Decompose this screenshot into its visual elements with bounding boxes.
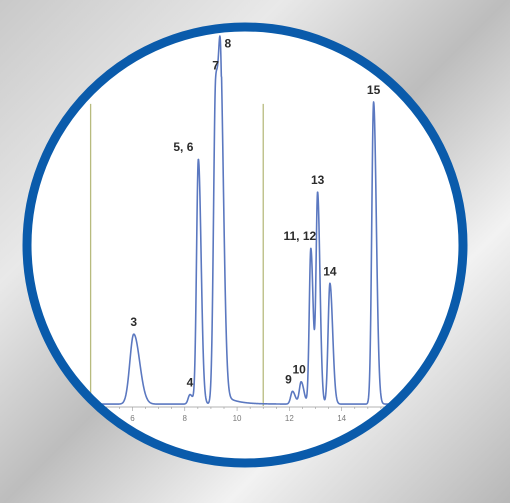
x-tick-label: 16 xyxy=(390,414,399,423)
series-line xyxy=(87,35,429,405)
peak-label: 13 xyxy=(311,173,325,187)
x-tick-label: 10 xyxy=(233,414,242,423)
peak-label: 4 xyxy=(187,376,194,390)
peak-label: 9 xyxy=(285,372,292,386)
peak-label: 5, 6 xyxy=(173,140,193,154)
peak-label: 15 xyxy=(367,83,381,97)
peak-label: 10 xyxy=(292,363,306,377)
peak-label: 8 xyxy=(225,36,232,50)
peak-label: 11, 12 xyxy=(283,229,316,243)
x-tick-label: 12 xyxy=(285,414,294,423)
peak-label: 14 xyxy=(323,264,337,278)
x-tick-label: 8 xyxy=(183,414,188,423)
plot-background xyxy=(27,27,463,463)
circular-frame xyxy=(22,22,468,468)
peak-label: 7 xyxy=(212,58,219,72)
x-tick-label: 14 xyxy=(337,414,346,423)
peak-label: 3 xyxy=(130,315,137,329)
x-tick-label: 6 xyxy=(130,414,135,423)
